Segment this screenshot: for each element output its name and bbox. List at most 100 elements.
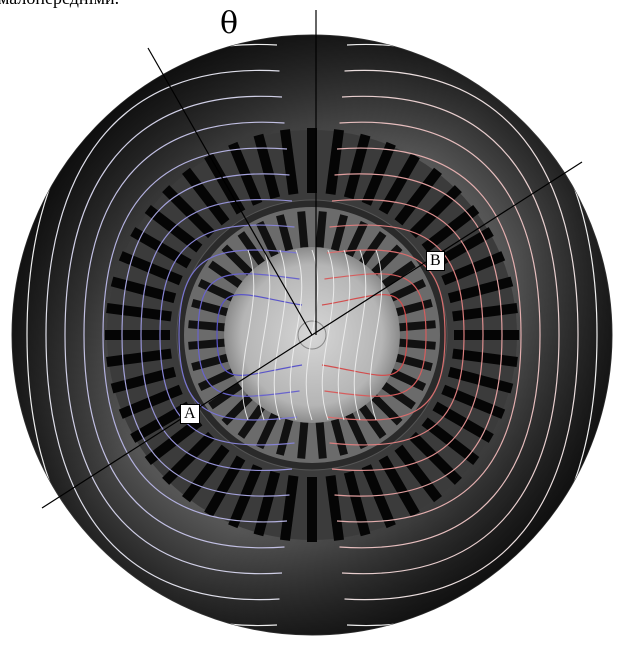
rotor-slot — [388, 278, 427, 303]
rotor-slot — [380, 381, 416, 410]
stator-slot — [118, 251, 183, 286]
rotor-slot — [197, 278, 236, 303]
flux-line-left — [83, 121, 285, 549]
point-label-a: A — [180, 404, 200, 424]
rotor-slot — [221, 392, 255, 426]
rotor-slot — [255, 411, 280, 450]
flux-line-left — [45, 69, 280, 601]
flux-line-left — [102, 147, 288, 523]
stator-slot — [441, 251, 506, 286]
rotor-slot — [330, 417, 348, 456]
stator-slot — [162, 431, 216, 485]
flux-line-center — [321, 249, 335, 421]
stator-slot — [253, 133, 281, 200]
rotor-slot — [276, 417, 294, 456]
stator-slot — [130, 401, 192, 443]
stator-slot — [280, 475, 299, 541]
stator-slot — [204, 455, 246, 517]
stator-slot — [378, 153, 420, 215]
flux-line-right — [331, 199, 484, 471]
flux-line-right — [324, 273, 427, 397]
flux-line-center — [289, 249, 303, 421]
rotor-slot — [255, 220, 280, 259]
rotor-slot — [221, 244, 255, 278]
flux-line-center — [353, 249, 367, 421]
rotor-slot — [358, 403, 387, 439]
stator-slot — [182, 167, 230, 226]
stator-slot — [408, 431, 462, 485]
stator-slot — [343, 470, 371, 537]
flux-line-left — [140, 199, 293, 471]
stator-slot — [118, 384, 183, 419]
stator-slot — [182, 444, 230, 503]
stator-slot — [454, 330, 519, 340]
rotor-slot — [330, 214, 348, 253]
rotor-slot — [358, 231, 387, 267]
flux-line-right — [326, 249, 446, 421]
stator-slot — [105, 330, 170, 340]
rotor-slot — [237, 231, 266, 267]
flux-line-center — [273, 249, 287, 421]
reference-axes — [41, 10, 583, 509]
stator-slot — [307, 477, 317, 542]
stator-slot — [228, 141, 263, 206]
stator-slot — [280, 129, 299, 195]
rotor-slot — [369, 392, 403, 426]
flux-line-right — [329, 224, 465, 446]
flux-line-left — [197, 273, 300, 397]
point-label-b: B — [426, 251, 445, 271]
stator-slot — [343, 133, 371, 200]
flux-line-left — [178, 249, 298, 421]
stator-slot — [378, 455, 420, 517]
rotor-slot — [197, 367, 236, 392]
rotor-slot — [388, 367, 427, 392]
stator-slot — [162, 185, 216, 239]
rotor-slot — [344, 220, 369, 259]
flux-line-right — [341, 95, 560, 575]
stator-slot — [447, 276, 514, 304]
flux-line-left — [64, 95, 283, 575]
flux-line-center — [257, 249, 271, 421]
theta-axis — [147, 47, 313, 336]
caption-fragment: малопередніми. — [0, 0, 119, 9]
flux-line-center — [369, 249, 383, 421]
rotor-slot — [276, 214, 294, 253]
stator-slot — [130, 227, 192, 269]
stator-slot — [394, 167, 442, 226]
stator-slot — [361, 464, 396, 529]
stator-slot — [361, 141, 396, 206]
diagonal-axis — [41, 161, 583, 509]
rotor-slot — [297, 420, 309, 459]
stator-slot — [432, 227, 494, 269]
shaft — [297, 320, 327, 350]
stator-slot — [408, 185, 462, 239]
flux-line-right — [336, 147, 522, 523]
stator-slot — [325, 475, 344, 541]
flux-line-right — [339, 121, 541, 549]
rotor-slot — [315, 420, 327, 459]
rotor-slot — [369, 244, 403, 278]
rotor-slot — [208, 260, 244, 289]
rotor-slot — [344, 411, 369, 450]
flux-line-right — [321, 294, 408, 376]
flux-line-right — [344, 69, 579, 601]
flux-line-center — [337, 249, 351, 421]
stator-slot — [432, 401, 494, 443]
rotor-slot — [297, 211, 309, 250]
rotor-slot — [208, 381, 244, 410]
stator-slot — [110, 366, 177, 394]
rotor-slot — [380, 260, 416, 289]
stator-slot — [253, 470, 281, 537]
flux-line-center — [241, 249, 255, 421]
stator-slot — [441, 384, 506, 419]
flux-line-left — [216, 294, 303, 376]
stator-slot — [394, 444, 442, 503]
stator-slot — [228, 464, 263, 529]
theta-label: θ — [220, 6, 239, 41]
flux-line-right — [334, 173, 503, 497]
rotor-slot — [237, 403, 266, 439]
stator-slot — [110, 276, 177, 304]
flux-line-left — [121, 173, 290, 497]
